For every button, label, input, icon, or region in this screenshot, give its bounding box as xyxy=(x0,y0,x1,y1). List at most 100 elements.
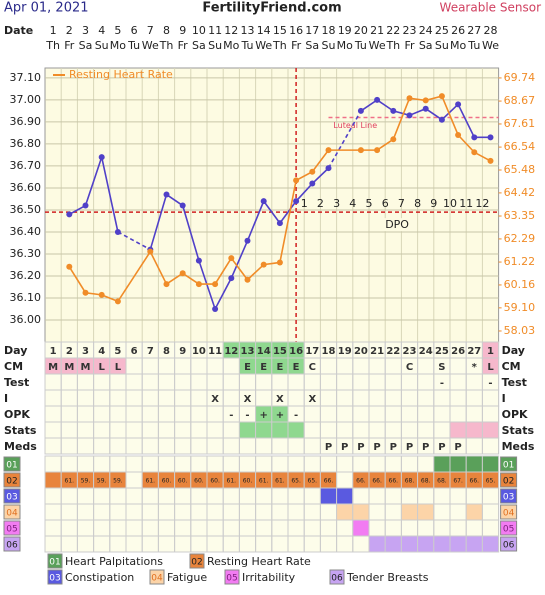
y2-tick-label: 59.10 xyxy=(504,301,535,314)
weekday: Tu xyxy=(240,39,253,52)
data-point xyxy=(357,147,364,154)
weekday: Su xyxy=(435,39,449,52)
cell-text: 8 xyxy=(163,346,170,357)
legend-code: 05 xyxy=(226,574,237,584)
date-number: 11 xyxy=(208,24,222,37)
date-number: 6 xyxy=(131,24,138,37)
weekday: Tu xyxy=(354,39,367,52)
cell-text: 1 xyxy=(487,346,494,357)
cell-value: 66. xyxy=(470,478,480,485)
data-point xyxy=(276,220,283,227)
weekday: Su xyxy=(95,39,109,52)
weekday: Mo xyxy=(337,39,353,52)
series-line xyxy=(149,149,330,286)
data-point xyxy=(98,154,105,161)
cell-text: P xyxy=(390,442,397,453)
weekday: Fr xyxy=(64,39,75,52)
data-point xyxy=(293,198,300,205)
cell-text: P xyxy=(357,442,364,453)
date-number: 5 xyxy=(114,24,121,37)
data-point xyxy=(82,289,89,296)
cell-text: P xyxy=(438,442,445,453)
symptom-cell xyxy=(449,455,467,473)
cell-text: - xyxy=(245,410,249,421)
row-label: Test xyxy=(4,376,29,389)
cell-text: 9 xyxy=(179,346,186,357)
data-point xyxy=(82,202,89,209)
weekday: Sa xyxy=(192,39,206,52)
data-point xyxy=(357,107,364,114)
cell-text: 14 xyxy=(257,346,271,357)
row-code-bg xyxy=(3,456,21,472)
weekday: Sa xyxy=(305,39,319,52)
cell-text: P xyxy=(325,442,332,453)
cell-text: 23 xyxy=(403,346,417,357)
cell-text: M xyxy=(48,362,58,373)
row-code-right-bg xyxy=(500,520,518,536)
y-tick-label: 36.30 xyxy=(10,247,42,260)
cell-text: X xyxy=(244,394,252,405)
row-label-right: CM xyxy=(502,360,521,373)
data-point xyxy=(66,211,73,218)
y-tick-label: 36.20 xyxy=(10,269,42,282)
row-code: 06 xyxy=(6,541,18,551)
weekday: Fr xyxy=(178,39,189,52)
cell-text: P xyxy=(422,442,429,453)
symptom-cell xyxy=(465,455,483,473)
cell-text: 18 xyxy=(322,346,336,357)
site-name: FertilityFriend.com xyxy=(202,1,341,16)
chart-date: Apr 01, 2021 xyxy=(4,1,89,16)
symptom-cell xyxy=(481,535,500,553)
data-point xyxy=(438,116,445,123)
data-point xyxy=(390,107,397,114)
cell-value: 61. xyxy=(227,478,237,485)
row-code: 02 xyxy=(6,477,17,487)
cell-text: C xyxy=(406,362,413,373)
date-number: 12 xyxy=(224,24,238,37)
cell-text: 5 xyxy=(114,346,121,357)
cell-text: X xyxy=(308,394,316,405)
weekday: Mo xyxy=(223,39,239,52)
row-label: I xyxy=(4,392,8,405)
cell-text: * xyxy=(472,362,478,373)
cell-text: - xyxy=(229,410,233,421)
y2-tick-label: 58.03 xyxy=(504,324,535,337)
y-tick-label: 36.40 xyxy=(10,225,42,238)
date-number: 14 xyxy=(257,24,271,37)
row-label-right: I xyxy=(502,392,506,405)
luteal-label: Luteal Line xyxy=(333,121,377,130)
symptom-cell xyxy=(417,503,435,521)
symptom-cell xyxy=(319,487,338,505)
date-number: 16 xyxy=(289,24,303,37)
data-point xyxy=(471,134,478,141)
weekday: Sa xyxy=(79,39,93,52)
cell-value: 61. xyxy=(259,478,269,485)
cell-text: M xyxy=(64,362,74,373)
data-point xyxy=(325,147,332,154)
dpo-number: 9 xyxy=(430,197,437,210)
row-code-right-bg xyxy=(500,536,518,552)
symptom-cell xyxy=(417,535,435,553)
date-number: 17 xyxy=(305,24,319,37)
dpo-number: 3 xyxy=(333,197,340,210)
data-point xyxy=(195,281,202,288)
date-number: 28 xyxy=(484,24,498,37)
cell-value: 60. xyxy=(162,478,172,485)
date-number: 19 xyxy=(338,24,352,37)
data-point xyxy=(66,263,73,270)
cell-value: 66. xyxy=(389,478,399,485)
cell-text: X xyxy=(276,394,284,405)
weekday: We xyxy=(142,39,159,52)
cell-text: - xyxy=(488,378,492,389)
cell-text: 21 xyxy=(370,346,384,357)
cell xyxy=(465,421,483,439)
series-line xyxy=(149,167,330,312)
date-number: 18 xyxy=(322,24,336,37)
symptom-cell xyxy=(433,535,451,553)
data-point xyxy=(455,101,462,108)
row-label: OPK xyxy=(4,408,30,421)
cell-value: 65. xyxy=(486,478,496,485)
date-number: 2 xyxy=(66,24,73,37)
date-number: 1 xyxy=(50,24,57,37)
